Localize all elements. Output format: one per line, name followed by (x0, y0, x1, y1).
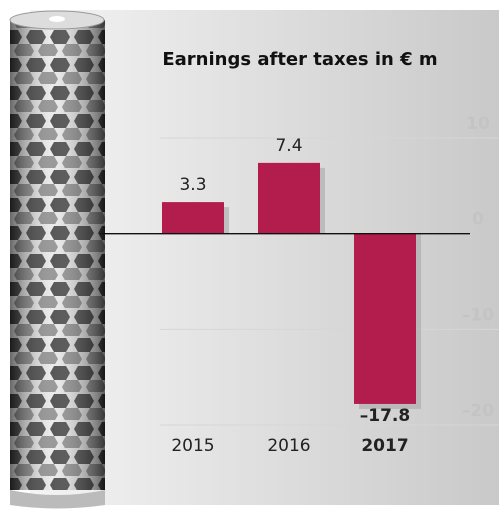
chart-title: Earnings after taxes in € m (162, 49, 437, 70)
bar (162, 202, 224, 234)
x-tick-label: 2015 (171, 436, 214, 456)
value-label: 3.3 (179, 175, 206, 195)
y-tick-label: –10 (462, 305, 494, 325)
x-tick-label: 2017 (361, 436, 408, 456)
bar (258, 162, 320, 234)
bar (354, 233, 416, 404)
value-label: –17.8 (360, 406, 410, 426)
y-tick-label: –20 (462, 401, 494, 421)
y-tick-label: 10 (466, 114, 490, 134)
y-tick-label: 0 (472, 210, 484, 230)
roll (9, 10, 105, 509)
x-tick-label: 2016 (267, 436, 310, 456)
value-label: 7.4 (275, 136, 302, 156)
